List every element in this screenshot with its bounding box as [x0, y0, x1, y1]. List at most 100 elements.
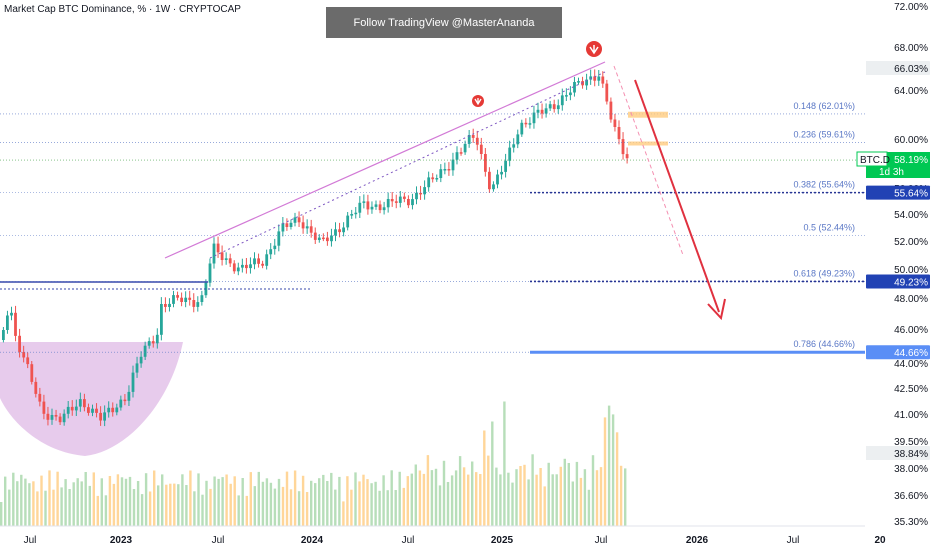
volume-bar — [346, 476, 349, 526]
candle — [18, 335, 21, 352]
volume-bar — [265, 478, 269, 526]
candle — [565, 95, 568, 97]
volume-bar — [132, 489, 136, 526]
candle — [479, 144, 483, 154]
candle — [471, 135, 475, 138]
fib-price-tag-text: 44.66% — [894, 348, 928, 359]
volume-bar — [326, 481, 329, 526]
volume-bar — [370, 483, 373, 526]
candle — [131, 372, 135, 392]
volume-bar — [442, 460, 446, 526]
volume-bar — [374, 481, 377, 526]
candle — [147, 341, 151, 346]
y-tick-label: 42.50% — [894, 384, 928, 395]
volume-bar — [467, 474, 470, 526]
x-tick-label: 2024 — [301, 535, 324, 546]
volume-bar — [314, 483, 317, 526]
candle — [172, 295, 175, 304]
candle — [236, 267, 240, 272]
volume-bar — [402, 487, 405, 526]
candle — [605, 83, 609, 102]
follow-banner[interactable]: Follow TradingView @MasterAnanda — [326, 7, 562, 38]
resistance-box — [628, 141, 668, 146]
candle — [443, 169, 447, 171]
candle — [520, 122, 524, 135]
candle — [382, 207, 386, 211]
candle — [326, 237, 329, 242]
volume-bar — [491, 421, 494, 526]
volume-bar — [24, 478, 27, 526]
candle — [524, 122, 528, 125]
volume-bar — [458, 456, 462, 526]
volume-bar — [523, 464, 526, 526]
fib-label: 0.786 (44.66%) — [793, 339, 855, 349]
candle — [609, 101, 613, 120]
candle — [58, 416, 62, 423]
candle — [265, 254, 269, 266]
volume-bar — [555, 474, 558, 526]
candle — [269, 249, 273, 255]
volume-bar — [418, 470, 422, 526]
volume-bar — [297, 491, 301, 526]
volume-bar — [450, 475, 454, 526]
y-tick-label: 52.00% — [894, 237, 928, 248]
candle — [14, 312, 17, 336]
volume-bar — [567, 463, 570, 526]
volume-bar — [140, 494, 144, 526]
volume-bar — [60, 487, 63, 526]
candle — [66, 406, 70, 414]
candle — [220, 252, 224, 260]
candle — [617, 127, 621, 140]
candle — [613, 119, 617, 127]
fib-price-tag — [866, 345, 930, 360]
y-tick-label: 60.00% — [894, 135, 928, 146]
candle — [139, 356, 143, 364]
volume-bar — [116, 474, 120, 526]
volume-bar — [92, 472, 95, 526]
fib-label: 0.236 (59.61%) — [793, 130, 855, 140]
candle — [625, 154, 629, 159]
volume-bar — [531, 454, 534, 526]
candle — [516, 134, 520, 145]
volume-bar — [358, 481, 361, 526]
volume-bar — [511, 482, 514, 526]
candle — [34, 381, 38, 394]
volume-bar — [599, 467, 603, 526]
candle — [176, 295, 179, 298]
candle — [241, 264, 244, 268]
bearish-arrow-line — [634, 79, 720, 313]
candle — [500, 171, 503, 175]
fib-price-tag — [866, 185, 930, 200]
candle — [78, 399, 82, 407]
candle — [439, 169, 443, 178]
fib-label: 0.382 (55.64%) — [793, 180, 855, 190]
candle — [350, 214, 354, 216]
volume-bar — [547, 462, 550, 526]
candle — [22, 352, 26, 358]
volume-bar — [20, 474, 23, 526]
candle — [91, 408, 94, 413]
candle — [386, 199, 390, 208]
volume-bar — [362, 474, 365, 526]
candle — [143, 345, 147, 357]
volume-bar — [386, 490, 389, 526]
volume-bar — [515, 469, 518, 526]
candle — [398, 196, 402, 203]
candle — [475, 137, 479, 145]
y-tick-label: 68.00% — [894, 43, 928, 54]
volume-bar — [153, 470, 156, 526]
candle — [556, 105, 560, 110]
volume-bar — [342, 501, 345, 526]
volume-bar — [611, 414, 615, 526]
y-tick-label: 35.30% — [894, 517, 928, 528]
candle — [245, 264, 248, 269]
candle — [540, 109, 544, 114]
volume-bar — [189, 470, 192, 526]
candle — [366, 201, 370, 210]
volume-bar — [434, 468, 438, 526]
candle — [309, 226, 313, 233]
plot-area — [0, 0, 865, 526]
candle — [224, 258, 228, 260]
volume-bar — [253, 486, 256, 526]
